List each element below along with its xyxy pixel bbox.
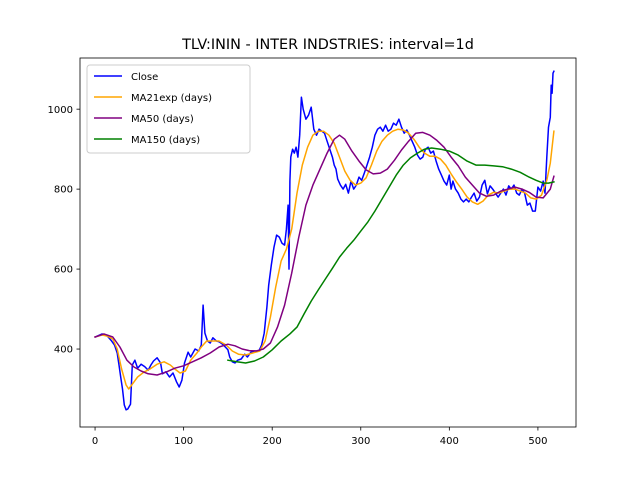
y-tick-label: 600 xyxy=(54,265,73,276)
legend-label-0: Close xyxy=(131,72,158,83)
plot-area: 0 100 200 300 400 500 400 600 800 1000 xyxy=(48,57,577,447)
chart-title: TLV:ININ - INTER INDSTRIES: interval=1d xyxy=(181,37,474,53)
x-axis: 0 100 200 300 400 500 xyxy=(92,427,547,447)
x-tick-label: 0 xyxy=(92,436,98,447)
y-axis: 400 600 800 1000 xyxy=(48,105,80,356)
legend-box xyxy=(86,64,251,154)
plot-frame xyxy=(79,57,577,428)
y-tick-label: 400 xyxy=(54,345,73,356)
x-tick-label: 400 xyxy=(440,436,459,447)
legend-label-1: MA21exp (days) xyxy=(131,93,212,104)
x-tick-label: 300 xyxy=(351,436,370,447)
series-line-1 xyxy=(94,128,555,390)
series-layer xyxy=(94,70,555,411)
y-tick-label: 1000 xyxy=(48,105,73,116)
y-tick-label: 800 xyxy=(54,185,73,196)
series-line-0 xyxy=(94,70,555,411)
x-tick-label: 200 xyxy=(263,436,282,447)
x-tick-label: 500 xyxy=(528,436,547,447)
series-line-2 xyxy=(94,131,555,376)
legend-label-2: MA50 (days) xyxy=(131,114,194,125)
x-tick-label: 100 xyxy=(174,436,193,447)
legend-label-3: MA150 (days) xyxy=(131,135,200,146)
legend: Close MA21exp (days) MA50 (days) MA150 (day… xyxy=(86,64,251,154)
series-line-3 xyxy=(227,147,555,364)
